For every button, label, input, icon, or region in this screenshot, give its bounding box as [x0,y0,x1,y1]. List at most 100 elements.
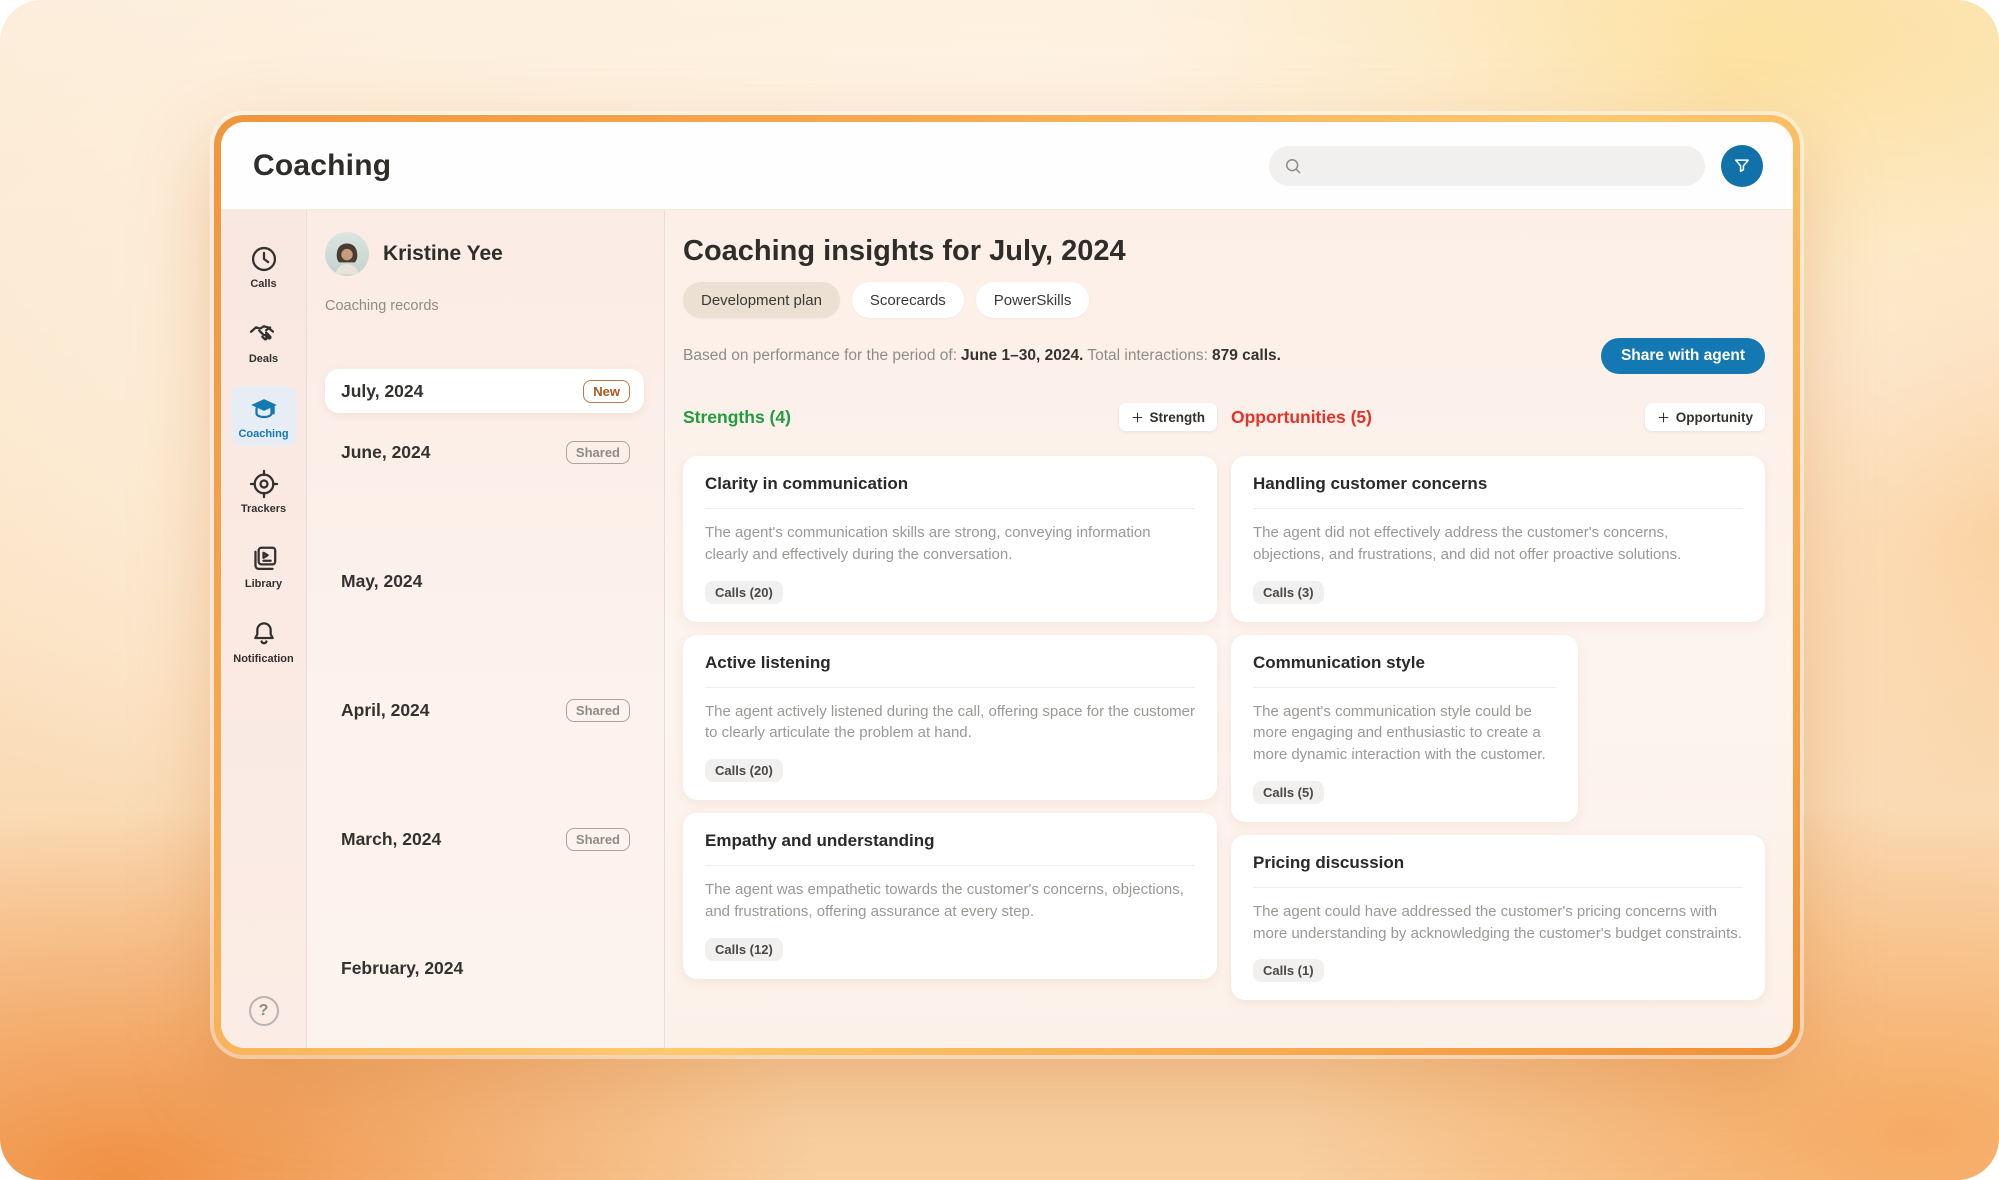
search-bar[interactable] [1269,145,1705,186]
opportunity-card: Communication style The agent's communic… [1231,634,1579,822]
tab-scorecards[interactable]: Scorecards [851,282,964,318]
strengths-column: Strengths (4) Strength Clarity in commun… [683,403,1217,1013]
sidebar-item-calls[interactable]: Calls [231,236,297,296]
record-item-may-2024[interactable]: May, 2024 [325,569,644,593]
strengths-title: Strengths (4) [683,406,791,427]
tabs: Development plan Scorecards PowerSkills [683,282,1765,318]
card-title: Empathy and understanding [705,831,1195,866]
opportunity-card: Handling customer concerns The agent did… [1231,456,1765,622]
interactions-value: 879 calls. [1212,347,1281,364]
sidebar-item-notification[interactable]: Notification [231,611,297,671]
filter-button[interactable] [1721,144,1763,187]
clock-icon [251,246,276,272]
period-value: June 1–30, 2024. [961,347,1084,364]
insight-columns: Strengths (4) Strength Clarity in commun… [683,403,1765,1013]
opportunities-column: Opportunities (5) Opportunity Handling c… [1231,403,1765,1013]
main-content: Coaching insights for July, 2024 Develop… [665,210,1793,1048]
record-label: February, 2024 [341,957,464,978]
period-prefix: Based on performance for the period of: [683,347,957,364]
shared-badge: Shared [565,440,630,464]
calls-chip[interactable]: Calls (5) [1253,780,1324,804]
share-with-agent-button[interactable]: Share with agent [1600,338,1765,374]
tab-development-plan[interactable]: Development plan [683,282,840,318]
search-input[interactable] [1311,156,1691,175]
new-badge: New [583,379,630,403]
calls-chip[interactable]: Calls (12) [705,937,783,961]
sidebar: Calls Deals Coaching Trackers [221,210,307,1048]
records-section-label: Coaching records [325,298,439,314]
card-title: Clarity in communication [705,474,1195,509]
sidebar-item-label: Trackers [240,503,287,515]
plus-icon [1658,412,1669,422]
card-title: Pricing discussion [1253,853,1743,888]
app-window-inner: Coaching Calls [221,122,1793,1048]
record-list: July, 2024 New June, 2024 Shared May, 20… [325,369,644,980]
tab-powerskills[interactable]: PowerSkills [975,282,1090,318]
bell-icon [253,622,274,645]
strength-card: Active listening The agent actively list… [683,634,1217,800]
content-row: Calls Deals Coaching Trackers [221,210,1793,1048]
calls-chip[interactable]: Calls (3) [1253,580,1324,604]
sidebar-item-trackers[interactable]: Trackers [231,461,297,521]
card-title: Handling customer concerns [1253,474,1743,509]
record-item-june-2024[interactable]: June, 2024 Shared [325,440,644,464]
record-label: March, 2024 [341,828,442,849]
library-icon [253,546,276,570]
opportunities-header: Opportunities (5) Opportunity [1231,403,1765,431]
graduation-cap-icon [250,399,277,419]
add-strength-button[interactable]: Strength [1118,403,1217,431]
record-label: April, 2024 [341,699,430,720]
user-name: Kristine Yee [383,242,503,265]
profile: Kristine Yee [325,232,644,276]
record-item-february-2024[interactable]: February, 2024 [325,956,644,980]
funnel-icon [1735,158,1749,172]
handshake-icon [249,325,274,341]
add-opportunity-label: Opportunity [1675,409,1753,425]
calls-chip[interactable]: Calls (20) [705,580,783,604]
record-item-july-2024[interactable]: July, 2024 New [325,369,644,413]
period-text: Based on performance for the period of: J… [683,347,1285,365]
shared-badge: Shared [565,827,630,851]
meta-row: Based on performance for the period of: J… [683,338,1765,374]
card-body: The agent was empathetic towards the cus… [705,881,1184,920]
card-title: Active listening [705,653,1195,688]
sidebar-item-coaching[interactable]: Coaching [230,386,297,446]
target-icon [249,469,278,499]
records-panel: Kristine Yee Coaching records July, 2024… [307,210,665,1048]
strength-card: Clarity in communication The agent's com… [683,456,1217,622]
record-label: June, 2024 [341,441,431,462]
calls-chip[interactable]: Calls (1) [1253,959,1324,983]
plus-icon [1132,412,1142,422]
app-window: Coaching Calls [214,115,1800,1055]
card-body: The agent could have addressed the custo… [1253,902,1742,942]
strengths-header: Strengths (4) Strength [683,403,1217,431]
search-icon [1286,158,1301,173]
card-body: The agent did not effectively address th… [1253,524,1682,563]
page-title: Coaching insights for July, 2024 [683,235,1126,267]
record-item-march-2024[interactable]: March, 2024 Shared [325,827,644,851]
sidebar-item-deals[interactable]: Deals [231,311,297,371]
record-label: July, 2024 [341,380,424,401]
strength-card: Empathy and understanding The agent was … [683,813,1217,979]
record-label: May, 2024 [341,570,423,591]
add-opportunity-button[interactable]: Opportunity [1644,403,1765,431]
record-item-april-2024[interactable]: April, 2024 Shared [325,698,644,722]
interactions-label: Total interactions: [1087,347,1208,364]
avatar [325,232,369,276]
opportunities-title: Opportunities (5) [1231,406,1372,427]
sidebar-item-label: Calls [250,278,277,290]
add-strength-label: Strength [1149,409,1206,425]
calls-chip[interactable]: Calls (20) [705,759,783,782]
card-body: The agent's communication style could be… [1253,702,1546,764]
opportunity-card: Pricing discussion The agent could have … [1231,834,1765,1001]
sidebar-item-label: Deals [248,353,279,365]
sidebar-item-label: Coaching [238,428,289,440]
card-title: Communication style [1253,653,1557,688]
app-header: Coaching [221,122,1793,210]
sidebar-item-library[interactable]: Library [231,536,297,596]
question-mark-icon: ? [258,1002,269,1019]
help-button[interactable]: ? [248,996,279,1026]
shared-badge: Shared [565,698,630,722]
sidebar-item-label: Notification [233,653,294,665]
